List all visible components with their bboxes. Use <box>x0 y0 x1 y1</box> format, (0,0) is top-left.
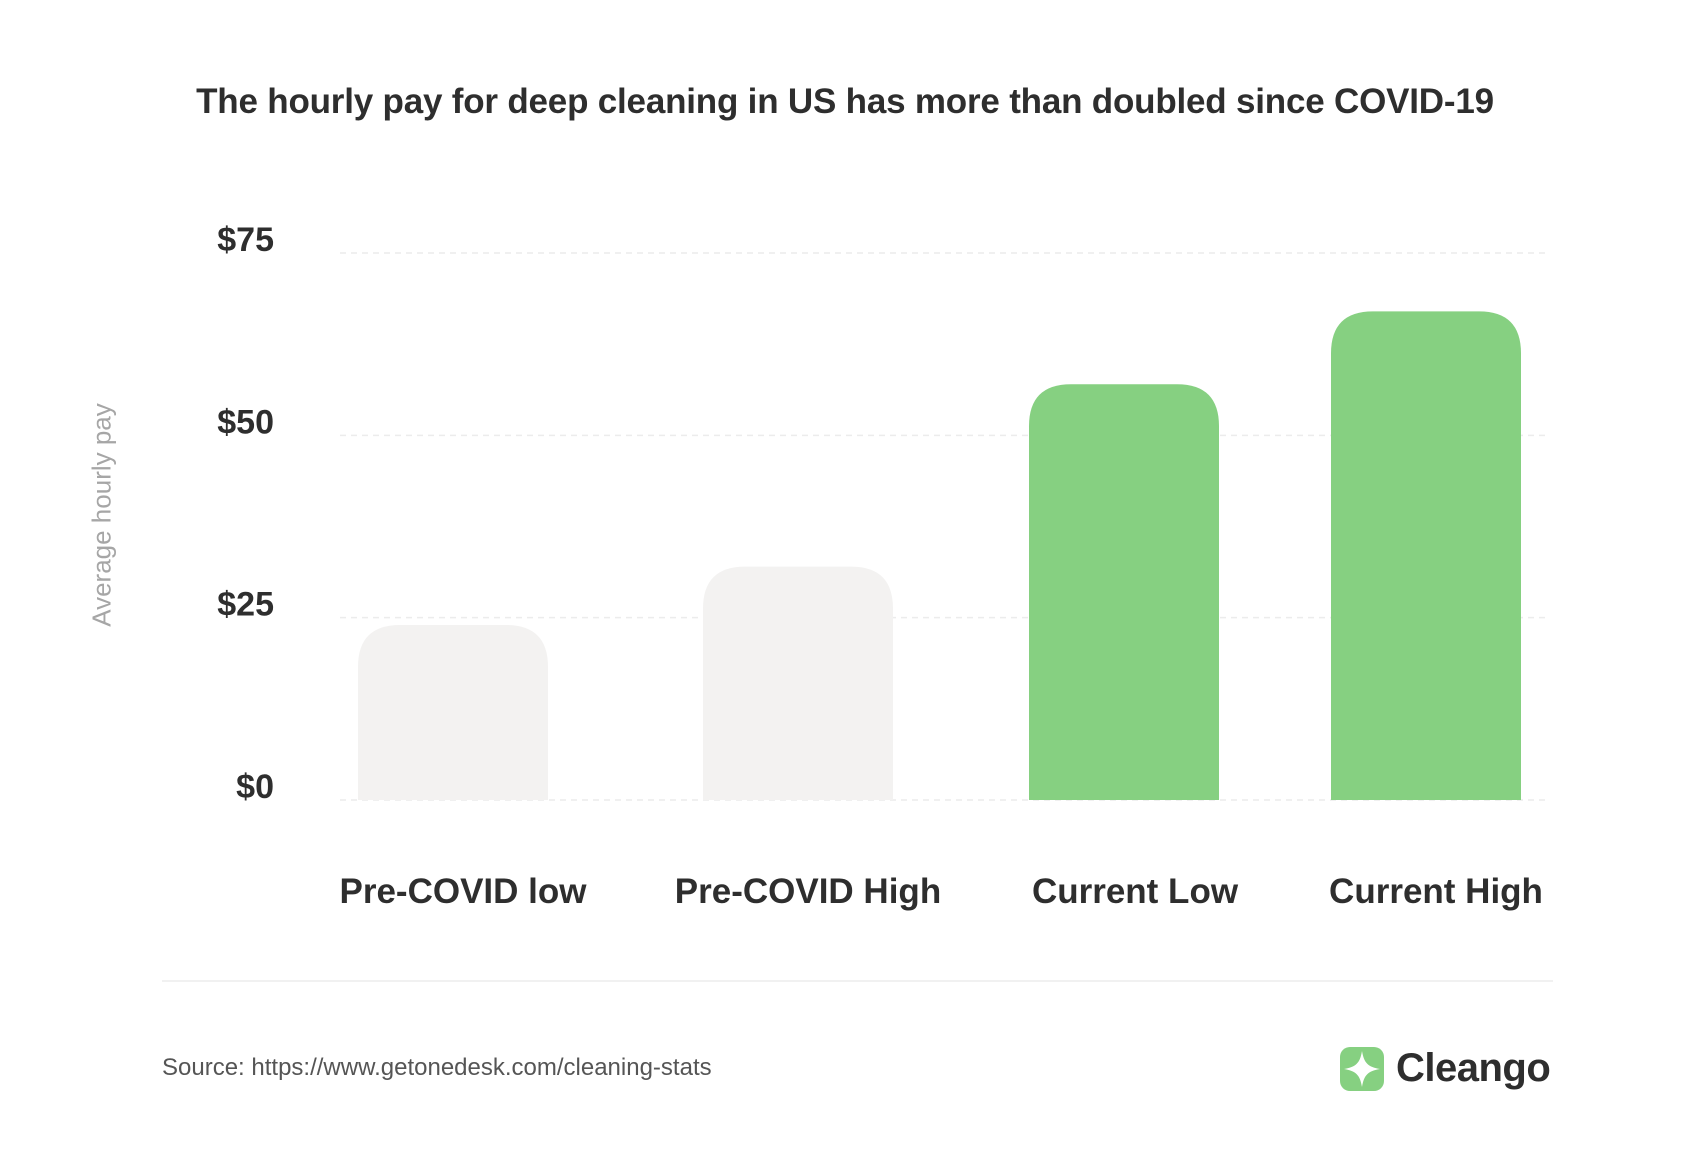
x-tick-label: Current Low <box>1032 872 1239 911</box>
bar-current-high <box>1331 311 1521 800</box>
x-tick-labels: Pre-COVID low Pre-COVID High Current Low Cu… <box>340 872 1543 911</box>
y-tick-labels: $0 $25 $50 $75 <box>217 221 274 806</box>
y-tick-label: $25 <box>217 586 274 624</box>
chart-title: The hourly pay for deep cleaning in US h… <box>196 82 1494 121</box>
source-note: Source: https://www.getonedesk.com/clean… <box>162 1054 712 1081</box>
bars <box>358 311 1521 800</box>
y-tick-label: $0 <box>236 768 274 806</box>
brand-name: Cleango <box>1396 1046 1551 1090</box>
y-tick-label: $75 <box>217 221 274 259</box>
y-axis-label: Average hourly pay <box>86 403 117 627</box>
x-tick-label: Pre-COVID low <box>340 872 588 911</box>
bar-pre-covid-high <box>703 566 893 800</box>
cleango-logo-icon <box>1340 1046 1384 1091</box>
bar-chart: $0 $25 $50 $75 Pre-COVID low Pre-COVID High C… <box>217 221 1550 911</box>
footer-divider <box>162 980 1553 982</box>
bar-pre-covid-low <box>358 624 548 800</box>
x-tick-label: Pre-COVID High <box>675 872 941 911</box>
brand-logo: Cleango <box>1340 1046 1551 1091</box>
y-tick-label: $50 <box>217 403 274 441</box>
x-tick-label: Current High <box>1329 872 1543 911</box>
bar-current-low <box>1029 384 1219 800</box>
